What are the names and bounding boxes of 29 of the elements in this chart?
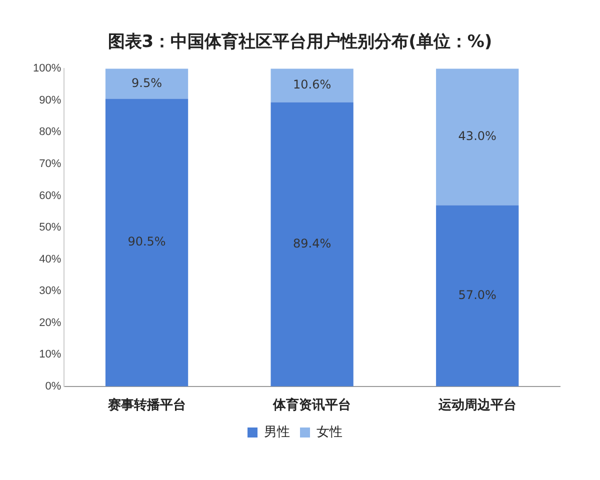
x-tick-label: 运动周边平台 (437, 396, 516, 412)
y-tick-label: 80% (39, 126, 62, 138)
data-label: 89.4% (293, 236, 332, 250)
bar (436, 68, 519, 206)
legend-label: 男性 (264, 424, 290, 440)
y-tick-label: 90% (39, 94, 62, 106)
data-label: 10.6% (293, 78, 332, 92)
data-label: 90.5% (128, 234, 166, 249)
y-tick-label: 100% (32, 62, 62, 75)
bar (436, 205, 519, 386)
y-tick-label: 50% (39, 222, 62, 234)
y-tick-label: 0% (45, 380, 62, 392)
y-tick-label: 30% (39, 285, 62, 298)
y-tick-label: 20% (39, 316, 62, 329)
x-tick-label: 体育资讯平台 (272, 396, 352, 412)
bar (270, 102, 354, 386)
y-tick-label: 10% (39, 348, 62, 361)
data-label: 43.0% (458, 129, 496, 144)
x-tick-label: 赛事转播平台 (106, 396, 186, 412)
y-tick-label: 40% (39, 253, 62, 266)
data-label: 9.5% (132, 76, 162, 90)
chart-title: 图表3：中国体育社区平台用户性别分布(单位：%) (106, 31, 494, 53)
bar (105, 98, 188, 386)
bar (105, 68, 188, 99)
y-tick-label: 60% (39, 190, 62, 202)
data-label: 57.0% (458, 288, 496, 302)
legend-label: 女性 (316, 424, 342, 440)
bar (270, 68, 354, 102)
y-tick-label: 70% (39, 158, 62, 170)
